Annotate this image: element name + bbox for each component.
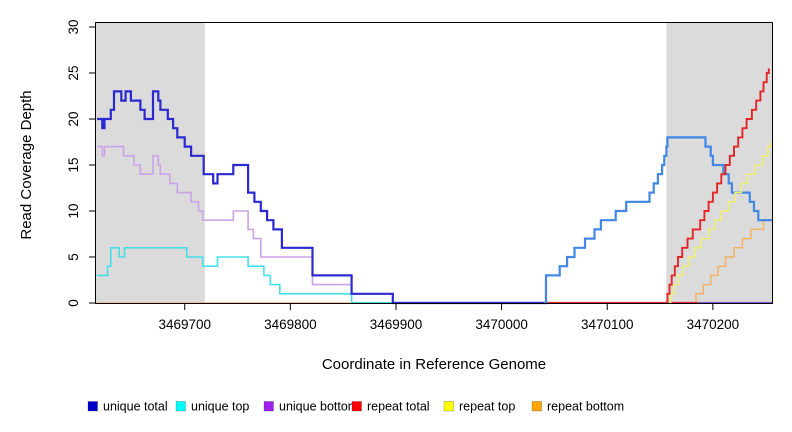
- legend-label: unique total: [103, 400, 168, 414]
- x-tick-label: 3469900: [370, 317, 423, 332]
- legend-label: repeat bottom: [547, 400, 624, 414]
- x-tick-label: 3469800: [264, 317, 317, 332]
- legend-swatch: [175, 401, 186, 412]
- legend-item-repeat-total: repeat total: [351, 400, 430, 414]
- legend-label: unique bottom: [279, 400, 358, 414]
- legend-swatch: [531, 401, 542, 412]
- masked-region-right: [666, 22, 772, 304]
- series-total-right: [543, 136, 772, 305]
- y-tick-label: 10: [66, 203, 81, 218]
- legend-label: repeat top: [459, 400, 515, 414]
- series-repeat-bottom: [97, 219, 772, 304]
- series-unique-bottom: [97, 145, 394, 303]
- legend-item-repeat-bottom: repeat bottom: [531, 400, 624, 414]
- y-tick-label: 15: [66, 157, 81, 172]
- legend-item-unique-total: unique total: [87, 400, 168, 414]
- series-repeat-total: [665, 68, 770, 304]
- y-tick-label: 30: [66, 19, 81, 34]
- series-unique-top: [97, 247, 393, 304]
- legend: unique total unique top unique bottom repea…: [87, 400, 624, 414]
- masked-regions-layer: [96, 22, 772, 304]
- y-tick-label: 25: [66, 65, 81, 80]
- series-unique-total: [97, 90, 547, 305]
- legend-swatch: [351, 401, 362, 412]
- y-tick-label: 20: [66, 111, 81, 126]
- legend-item-unique-top: unique top: [175, 400, 249, 414]
- y-tick-label: 5: [66, 253, 81, 261]
- legend-swatch: [263, 401, 274, 412]
- masked-region-left: [96, 22, 205, 304]
- x-tick-label: 3469700: [158, 317, 211, 332]
- x-axis-title: Coordinate in Reference Genome: [322, 356, 546, 373]
- y-tick-label: 0: [66, 299, 81, 307]
- legend-item-unique-bottom: unique bottom: [263, 400, 358, 414]
- legend-label: repeat total: [367, 400, 430, 414]
- legend-item-repeat-top: repeat top: [443, 400, 515, 414]
- y-axis-title: Read Coverage Depth: [18, 90, 35, 239]
- x-tick-label: 3470100: [581, 317, 634, 332]
- x-tick-label: 3470000: [475, 317, 528, 332]
- axes-layer: 3469700 3469800 3469900 3470000 3470100 34702…: [66, 19, 773, 332]
- legend-swatch: [87, 401, 98, 412]
- legend-swatch: [443, 401, 454, 412]
- legend-label: unique top: [191, 400, 249, 414]
- x-tick-label: 3470200: [687, 317, 740, 332]
- series-repeat-top: [667, 142, 772, 304]
- plot-box: [95, 22, 773, 304]
- plot-layer: [97, 68, 772, 305]
